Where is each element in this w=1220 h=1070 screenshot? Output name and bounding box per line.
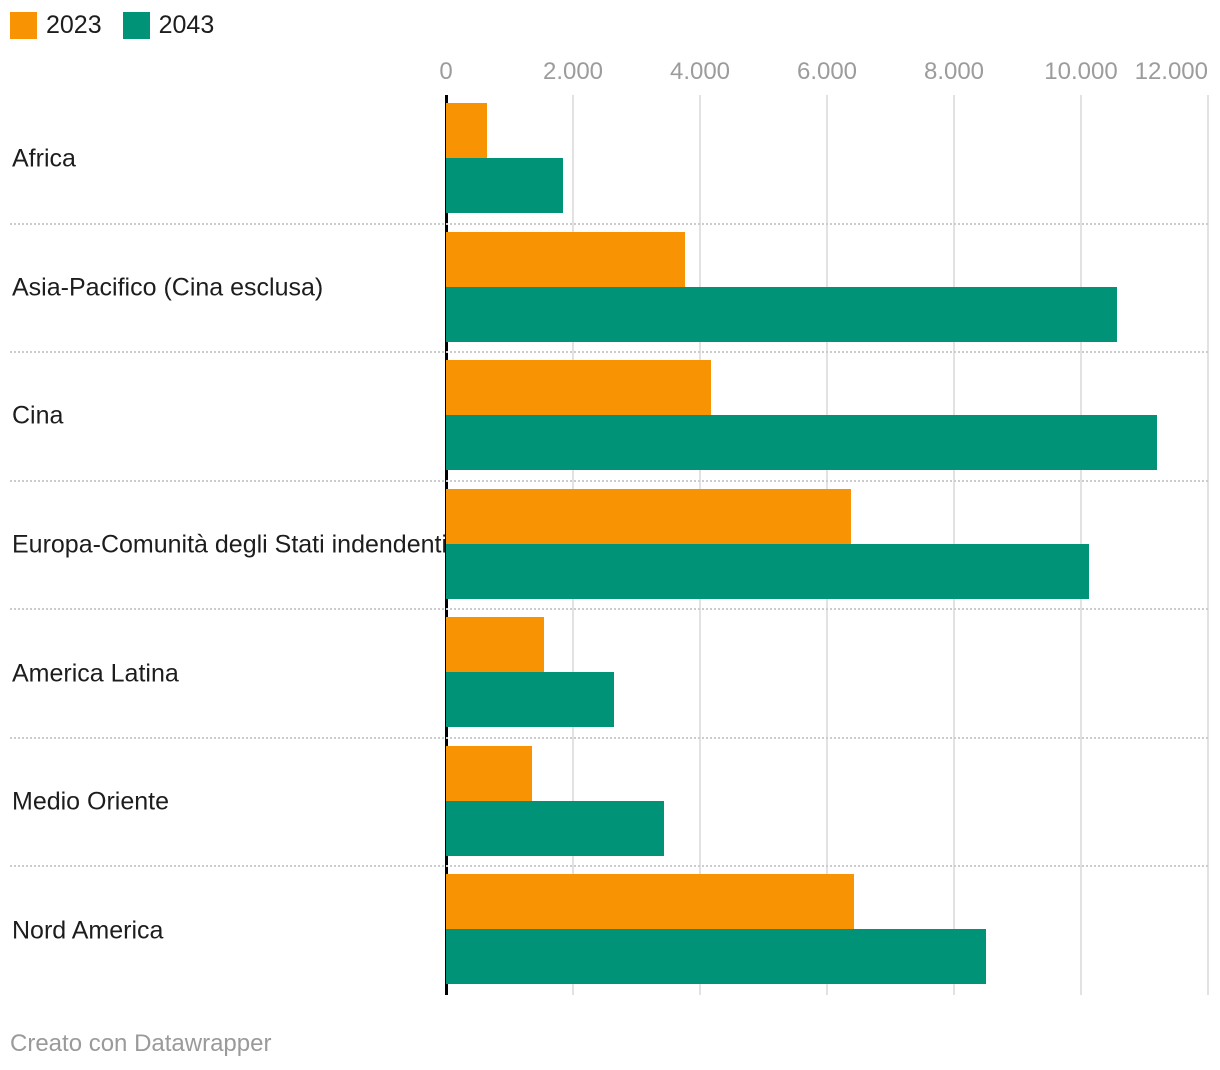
bar-2023 (446, 360, 711, 416)
x-tick-label: 0 (439, 58, 453, 85)
category-label: America Latina (12, 659, 179, 688)
chart-row: Cina (0, 352, 1220, 482)
category-label: Europa-Comunità degli Stati indendenti (12, 530, 447, 559)
bar-2043 (446, 800, 665, 856)
row-separator (10, 479, 1208, 482)
legend: 2023 2043 (10, 12, 214, 39)
category-label: Nord America (12, 916, 164, 945)
legend-swatch (10, 12, 37, 39)
row-separator (10, 865, 1208, 868)
chart-row: Medio Oriente (0, 738, 1220, 868)
row-separator (10, 351, 1208, 354)
bar-2043 (446, 158, 564, 213)
chart-row: Europa-Comunità degli Stati indendenti (0, 481, 1220, 611)
legend-item-2043: 2043 (122, 11, 215, 39)
x-tick-label: 2.000 (542, 58, 604, 85)
chart-row: America Latina (0, 609, 1220, 739)
bar-2023 (446, 103, 488, 158)
bar-2043 (446, 543, 1090, 599)
category-label: Medio Oriente (12, 787, 170, 816)
legend-swatch (122, 12, 150, 39)
bar-2043 (446, 415, 1158, 471)
x-tick-label: 4.000 (669, 58, 731, 85)
datawrapper-credit: Creato con Datawrapper (10, 1030, 272, 1057)
row-separator (10, 222, 1208, 225)
bar-2023 (446, 488, 852, 544)
bar-2043 (446, 672, 615, 728)
category-label: Africa (12, 144, 76, 173)
x-tick-label: 12.000 (1134, 58, 1208, 85)
rows: Africa Asia-Pacifico (Cina esclusa) Cina Eu… (0, 95, 1220, 995)
row-separator (10, 608, 1208, 611)
bar-2023 (446, 617, 544, 673)
gridline (1207, 95, 1209, 995)
x-tick-label: 8.000 (923, 58, 985, 85)
bar-2043 (446, 929, 986, 985)
x-tick-label: 6.000 (796, 58, 858, 85)
legend-item-2023: 2023 (10, 12, 102, 39)
x-axis: 0 2.000 4.000 6.000 8.000 10.000 12.000 (439, 58, 1208, 90)
bar-2023 (446, 874, 854, 930)
legend-label: 2043 (158, 11, 215, 39)
bar-2023 (446, 231, 685, 287)
chart-row: Asia-Pacifico (Cina esclusa) (0, 224, 1220, 354)
legend-label: 2023 (46, 11, 102, 39)
category-label: Asia-Pacifico (Cina esclusa) (12, 273, 324, 302)
chart-row: Nord America (0, 866, 1220, 995)
row-separator (10, 736, 1208, 739)
chart-row: Africa (0, 95, 1220, 225)
bar-2023 (446, 745, 532, 801)
x-tick-label: 10.000 (1044, 58, 1118, 85)
bar-2043 (446, 286, 1118, 342)
category-label: Cina (12, 401, 64, 430)
